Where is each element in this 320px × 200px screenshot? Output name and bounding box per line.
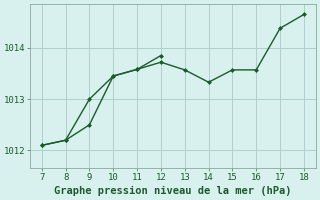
- X-axis label: Graphe pression niveau de la mer (hPa): Graphe pression niveau de la mer (hPa): [54, 186, 292, 196]
